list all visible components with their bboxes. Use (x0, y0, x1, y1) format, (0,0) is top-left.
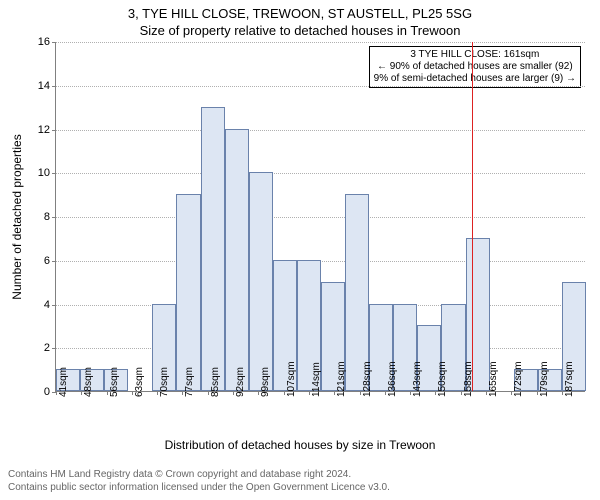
xtick-label: 48sqm (83, 367, 94, 397)
property-size-chart: 3, TYE HILL CLOSE, TREWOON, ST AUSTELL, … (0, 0, 600, 500)
xtick-label: 70sqm (159, 367, 170, 397)
xtick-label: 172sqm (513, 361, 524, 397)
xtick-mark (233, 391, 234, 395)
xtick-label: 150sqm (437, 361, 448, 397)
gridline (56, 217, 585, 218)
attribution-line1: Contains HM Land Registry data © Crown c… (8, 469, 390, 482)
xtick-label: 187sqm (564, 361, 575, 397)
histogram-bar (176, 194, 200, 391)
chart-title-description: Size of property relative to detached ho… (0, 23, 600, 38)
xtick-label: 136sqm (387, 361, 398, 397)
gridline (56, 86, 585, 87)
xtick-label: 128sqm (362, 361, 373, 397)
xtick-mark (132, 391, 133, 395)
xtick-label: 143sqm (412, 361, 423, 397)
xtick-mark (562, 391, 563, 395)
xtick-label: 121sqm (336, 361, 347, 397)
attribution-line2: Contains public sector information licen… (8, 482, 390, 495)
x-axis-label: Distribution of detached houses by size … (0, 438, 600, 452)
annotation-larger: 9% of semi-detached houses are larger (9… (374, 73, 576, 85)
xtick-label: 56sqm (109, 367, 120, 397)
marker-line (472, 42, 473, 391)
xtick-mark (56, 391, 57, 395)
xtick-mark (208, 391, 209, 395)
xtick-label: 77sqm (184, 367, 195, 397)
ytick-label: 10 (38, 167, 56, 179)
gridline (56, 173, 585, 174)
xtick-mark (537, 391, 538, 395)
xtick-label: 107sqm (286, 361, 297, 397)
xtick-mark (309, 391, 310, 395)
attribution-text: Contains HM Land Registry data © Crown c… (8, 469, 390, 494)
ytick-label: 8 (44, 211, 56, 223)
xtick-label: 41sqm (58, 367, 69, 397)
xtick-label: 165sqm (488, 361, 499, 397)
xtick-label: 179sqm (539, 361, 550, 397)
xtick-label: 99sqm (260, 367, 271, 397)
xtick-mark (486, 391, 487, 395)
xtick-label: 92sqm (235, 367, 246, 397)
ytick-label: 6 (44, 255, 56, 267)
histogram-bar (225, 129, 249, 392)
gridline (56, 130, 585, 131)
plot-area: 3 TYE HILL CLOSE: 161sqm ← 90% of detach… (55, 42, 585, 392)
xtick-label: 63sqm (134, 367, 145, 397)
annotation-smaller: ← 90% of detached houses are smaller (92… (374, 61, 576, 73)
gridline (56, 42, 585, 43)
ytick-label: 0 (44, 386, 56, 398)
ytick-label: 16 (38, 36, 56, 48)
histogram-bar (201, 107, 225, 391)
annotation-box: 3 TYE HILL CLOSE: 161sqm ← 90% of detach… (369, 46, 581, 88)
xtick-mark (107, 391, 108, 395)
xtick-mark (461, 391, 462, 395)
xtick-mark (385, 391, 386, 395)
chart-title-address: 3, TYE HILL CLOSE, TREWOON, ST AUSTELL, … (0, 6, 600, 21)
ytick-label: 2 (44, 342, 56, 354)
ytick-label: 14 (38, 80, 56, 92)
annotation-property: 3 TYE HILL CLOSE: 161sqm (374, 49, 576, 61)
xtick-mark (360, 391, 361, 395)
histogram-bar (249, 172, 273, 391)
y-axis-label: Number of detached properties (10, 134, 24, 299)
xtick-mark (284, 391, 285, 395)
xtick-mark (410, 391, 411, 395)
xtick-label: 85sqm (210, 367, 221, 397)
ytick-label: 12 (38, 124, 56, 136)
ytick-label: 4 (44, 299, 56, 311)
xtick-label: 114sqm (311, 362, 322, 397)
